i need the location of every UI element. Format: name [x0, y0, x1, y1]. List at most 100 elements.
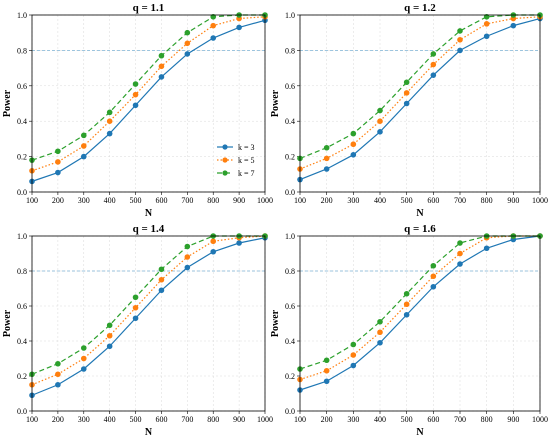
x-tick-label: 900 [507, 196, 519, 205]
data-point [184, 243, 191, 250]
y-tick-label: 0.8 [285, 267, 295, 276]
series-line-k7 [31, 14, 265, 161]
y-tick-label: 0.6 [17, 302, 27, 311]
x-axis-label: N [145, 427, 153, 438]
x-tick-label: 300 [78, 415, 90, 424]
data-point [106, 130, 113, 137]
data-point [210, 238, 217, 245]
data-point [132, 91, 139, 98]
legend-label: k = 3 [238, 143, 255, 152]
y-tick-label: 0.8 [17, 46, 27, 55]
data-point [158, 52, 165, 59]
data-point [323, 367, 330, 374]
data-point [80, 143, 87, 149]
y-tick-label: 1.0 [285, 11, 295, 20]
data-point [430, 72, 437, 78]
data-point [510, 22, 517, 29]
data-point [483, 21, 490, 27]
x-tick-label: 500 [130, 415, 142, 424]
data-point [430, 262, 437, 269]
series-line-k3 [31, 19, 266, 182]
x-tick-label: 800 [207, 415, 219, 424]
data-point [158, 287, 165, 294]
chart-panel-1: 100 200 300 400 500 600 700 800 900 1000 0.0 0.2 0.4… [2, 2, 273, 219]
plot-frame [299, 235, 541, 412]
x-tick-label: 700 [454, 415, 466, 424]
data-point [457, 47, 463, 54]
x-tick-label: 800 [481, 415, 493, 424]
y-tick-label: 0.4 [17, 117, 27, 126]
plot-frame [299, 14, 541, 193]
x-tick-label: 100 [294, 196, 306, 205]
data-point [350, 341, 357, 348]
data-point [80, 153, 87, 160]
data-point [132, 81, 139, 87]
legend-label: k = 7 [238, 169, 255, 178]
y-tick-label: 0.6 [285, 82, 295, 91]
x-tick-label: 900 [507, 415, 519, 424]
data-point [430, 273, 437, 280]
x-tick-label: 1000 [532, 196, 548, 205]
data-point [403, 301, 410, 308]
x-tick-label: 100 [26, 196, 38, 205]
series-line-k7 [299, 14, 540, 159]
data-point [457, 36, 463, 43]
data-point [210, 35, 217, 41]
y-axis-label: Power [2, 89, 13, 117]
data-point [132, 102, 139, 109]
series-line-k3 [299, 235, 541, 391]
data-point [106, 332, 113, 339]
data-point [350, 141, 357, 148]
y-axis-label: Power [270, 309, 281, 337]
data-point [377, 129, 383, 135]
y-tick-label: 1.0 [285, 232, 295, 241]
x-tick-label: 700 [181, 196, 193, 205]
y-tick-label: 0.4 [285, 117, 295, 126]
legend-swatch-marker [222, 157, 228, 163]
data-point [184, 264, 191, 271]
data-point [236, 240, 242, 246]
data-point [80, 345, 87, 351]
x-tick-label: 1000 [532, 415, 548, 424]
data-point [483, 33, 490, 40]
data-point [55, 169, 61, 176]
y-tick-label: 0.4 [285, 337, 295, 346]
data-point [106, 343, 113, 350]
chart-title: q = 1.2 [404, 2, 436, 14]
data-point [106, 322, 113, 329]
x-tick-label: 600 [427, 196, 439, 205]
data-point [350, 362, 357, 369]
y-tick-label: 0.2 [17, 153, 27, 162]
x-tick-label: 1000 [257, 415, 273, 424]
y-tick-label: 0.2 [285, 153, 295, 162]
data-point [377, 339, 383, 346]
data-point [210, 248, 217, 255]
y-tick-label: 0.0 [17, 188, 27, 197]
data-point [106, 109, 113, 116]
y-tick-label: 0.0 [285, 407, 295, 416]
y-tick-label: 0.0 [17, 407, 27, 416]
y-tick-label: 0.6 [285, 302, 295, 311]
chart-panel-2: 100 200 300 400 500 600 700 800 900 1000 0.0 0.2 0.4… [270, 2, 548, 219]
data-point [55, 148, 61, 155]
data-point [55, 159, 61, 165]
data-point [323, 155, 330, 162]
x-axis-label: N [416, 427, 424, 438]
y-tick-label: 1.0 [17, 11, 27, 20]
x-tick-label: 1000 [257, 196, 273, 205]
data-point [184, 254, 191, 260]
data-point [55, 371, 61, 378]
chart-title: q = 1.1 [133, 2, 165, 14]
series-line-k5 [299, 16, 541, 170]
data-point [430, 61, 437, 68]
x-tick-label: 200 [52, 415, 64, 424]
data-point [80, 355, 87, 362]
data-point [457, 261, 463, 267]
data-point [184, 29, 191, 36]
data-point [55, 360, 61, 367]
y-tick-label: 0.8 [285, 46, 295, 55]
x-tick-label: 300 [347, 415, 359, 424]
x-tick-label: 100 [294, 415, 306, 424]
data-point [377, 118, 383, 124]
x-tick-label: 400 [104, 196, 116, 205]
